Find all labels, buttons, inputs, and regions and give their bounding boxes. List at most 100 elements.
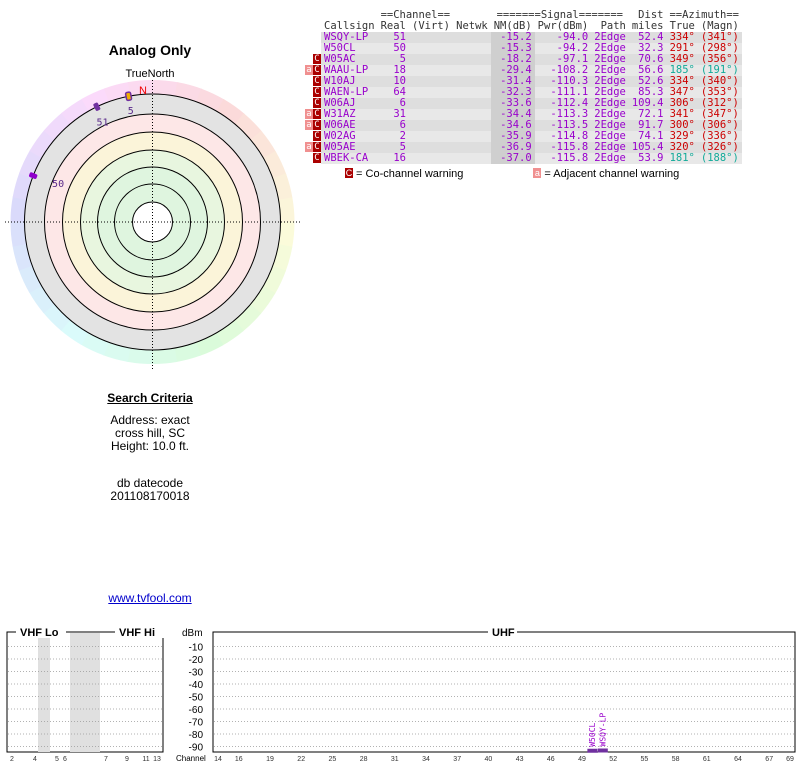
power-cell: -112.4 <box>534 98 592 109</box>
warning-flags: C <box>305 98 321 109</box>
real-channel-cell: 2 <box>377 131 409 142</box>
callsign-cell: WBEK-CA <box>321 153 378 164</box>
station-marker-label: 51 <box>97 118 109 129</box>
noise-margin-cell: -18.2 <box>490 54 535 65</box>
signal-bar-label: W50CL <box>588 722 597 746</box>
channel-axis-label: Channel <box>176 754 206 763</box>
channel-tick: 9 <box>125 756 129 763</box>
warning-flags: C <box>305 153 321 164</box>
network-cell <box>453 76 491 87</box>
channel-tick: 19 <box>266 756 274 763</box>
azimuth-true-cell: 334° <box>666 76 698 87</box>
channel-tick: 55 <box>641 756 649 763</box>
group-channel: ==Channel== <box>380 9 451 21</box>
callsign-cell: W02AG <box>321 131 378 142</box>
legend: C = Co-channel warning a = Adjacent chann… <box>305 168 742 180</box>
table-row[interactable]: C WBEK-CA 16 -37.0 -115.8 2Edge 53.9 181° (188°) <box>305 153 743 164</box>
table-row[interactable]: C W06AJ 6 -33.6 -112.4 2Edge 109.4 306° (312°) <box>305 98 743 109</box>
path-cell: 2Edge <box>591 98 629 109</box>
virtual-channel-cell <box>409 76 454 87</box>
callsign-cell: W06AE <box>321 120 378 131</box>
col-path: Path <box>600 20 626 32</box>
uhf-panel <box>212 631 796 753</box>
co-channel-badge: C <box>345 168 353 178</box>
signal-bar[interactable] <box>597 748 608 753</box>
vhf-lo-gap <box>38 633 50 752</box>
adjacent-warning-badge: a <box>305 109 313 119</box>
table-row[interactable]: a C W31AZ 31 -34.4 -113.3 2Edge 72.1 341° (347°) <box>305 109 743 120</box>
dbm-tick-label: -20 <box>189 655 204 666</box>
table-row[interactable]: a C W06AE 6 -34.6 -113.5 2Edge 91.7 300° (306°) <box>305 120 743 131</box>
azimuth-true-cell: 347° <box>666 87 698 98</box>
azimuth-true-cell: 291° <box>666 43 698 54</box>
table-row[interactable]: a C WAAU-LP 18 -29.4 -108.2 2Edge 56.6 185° (191°… <box>305 65 743 76</box>
azimuth-magnetic-cell: (191°) <box>697 65 743 76</box>
noise-margin-cell: -34.6 <box>490 120 535 131</box>
noise-margin-cell: -31.4 <box>490 76 535 87</box>
table-row[interactable]: C W02AG 2 -35.9 -114.8 2Edge 74.1 329° (336°) <box>305 131 743 142</box>
power-cell: -113.5 <box>534 120 592 131</box>
power-cell: -114.8 <box>534 131 592 142</box>
table-row[interactable]: a C W05AE 5 -36.9 -115.8 2Edge 105.4 320° (326°) <box>305 142 743 153</box>
power-cell: -108.2 <box>534 65 592 76</box>
channel-tick: 13 <box>153 756 161 763</box>
power-cell: -110.3 <box>534 76 592 87</box>
real-channel-cell: 51 <box>377 32 409 43</box>
dbm-tick-label: -30 <box>189 668 204 679</box>
table-row[interactable]: WSQY-LP 51 -15.2 -94.0 2Edge 52.4 334° (341°) <box>305 32 743 43</box>
virtual-channel-cell <box>409 98 454 109</box>
virtual-channel-cell <box>409 87 454 98</box>
dbm-tick-label: -80 <box>189 730 204 741</box>
channel-tick: 2 <box>10 756 14 763</box>
distance-cell: 32.3 <box>628 43 667 54</box>
channel-tick: 31 <box>391 756 399 763</box>
table-row[interactable]: C W05AC 5 -18.2 -97.1 2Edge 70.6 349° (356°) <box>305 54 743 65</box>
dbm-axis-label: dBm <box>182 628 203 639</box>
path-cell: 2Edge <box>591 76 629 87</box>
azimuth-true-cell: 181° <box>666 153 698 164</box>
real-channel-cell: 50 <box>377 43 409 54</box>
azimuth-magnetic-cell: (340°) <box>697 76 743 87</box>
vhf-lo-title: VHF Lo <box>20 627 59 639</box>
azimuth-magnetic-cell: (353°) <box>697 87 743 98</box>
channel-tick: 6 <box>63 756 67 763</box>
azimuth-true-cell: 300° <box>666 120 698 131</box>
adjacent-warning-badge: a <box>305 142 313 152</box>
co-channel-warning-badge: C <box>313 65 321 75</box>
search-city: cross hill, SC <box>114 426 185 440</box>
warning-flags <box>305 32 321 43</box>
channel-tick: 40 <box>485 756 493 763</box>
uhf-title: UHF <box>492 627 515 639</box>
station-marker[interactable] <box>124 91 133 102</box>
virtual-channel-cell <box>409 131 454 142</box>
station-marker[interactable] <box>28 172 38 180</box>
col-miles: miles <box>631 20 664 32</box>
virtual-channel-cell <box>409 43 454 54</box>
tvfool-link[interactable]: www.tvfool.com <box>108 591 192 605</box>
station-table: ==Channel== =======Signal======= Dist ==… <box>305 9 743 164</box>
table-row[interactable]: C WAEN-LP 64 -32.3 -111.1 2Edge 85.3 347° (353°) <box>305 87 743 98</box>
warning-flags <box>305 43 321 54</box>
distance-cell: 72.1 <box>628 109 667 120</box>
azimuth-true-cell: 349° <box>666 54 698 65</box>
signal-bar[interactable] <box>587 748 598 753</box>
noise-margin-cell: -37.0 <box>490 153 535 164</box>
dbm-tick-label: -10 <box>189 643 204 654</box>
co-channel-warning-badge: C <box>313 153 321 163</box>
distance-cell: 85.3 <box>628 87 667 98</box>
station-marker[interactable] <box>93 102 101 111</box>
real-channel-cell: 10 <box>377 76 409 87</box>
col-pwr: Pwr(dBm) <box>537 20 589 32</box>
channel-tick: 7 <box>104 756 108 763</box>
azimuth-true-cell: 341° <box>666 109 698 120</box>
warning-flags: C <box>305 87 321 98</box>
station-marker-label: 50 <box>52 179 64 190</box>
table-row[interactable]: C W10AJ 10 -31.4 -110.3 2Edge 52.6 334° (340°) <box>305 76 743 87</box>
table-row[interactable]: W50CL 50 -15.3 -94.2 2Edge 32.3 291° (298°) <box>305 43 743 54</box>
channel-tick: 67 <box>765 756 773 763</box>
co-channel-warning-badge: C <box>313 98 321 108</box>
distance-cell: 52.6 <box>628 76 667 87</box>
